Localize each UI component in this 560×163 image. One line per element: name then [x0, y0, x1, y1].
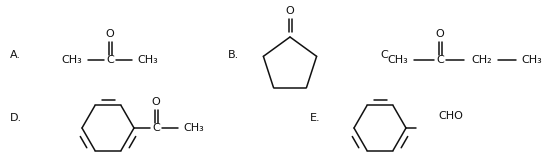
- Text: CH₃: CH₃: [184, 123, 204, 133]
- Text: CH₃: CH₃: [521, 55, 543, 65]
- Text: CHO: CHO: [438, 111, 463, 121]
- Text: CH₃: CH₃: [388, 55, 408, 65]
- Text: A.: A.: [10, 50, 21, 60]
- Text: D.: D.: [10, 113, 22, 123]
- Text: E.: E.: [310, 113, 321, 123]
- Text: O: O: [436, 29, 445, 39]
- Text: B.: B.: [228, 50, 239, 60]
- Text: C: C: [152, 123, 160, 133]
- Text: O: O: [152, 97, 160, 107]
- Text: O: O: [106, 29, 114, 39]
- Text: C.: C.: [380, 50, 391, 60]
- Text: CH₂: CH₂: [472, 55, 492, 65]
- Text: C: C: [436, 55, 444, 65]
- Text: O: O: [286, 6, 295, 16]
- Text: CH₃: CH₃: [138, 55, 158, 65]
- Text: CH₃: CH₃: [62, 55, 82, 65]
- Text: C: C: [106, 55, 114, 65]
